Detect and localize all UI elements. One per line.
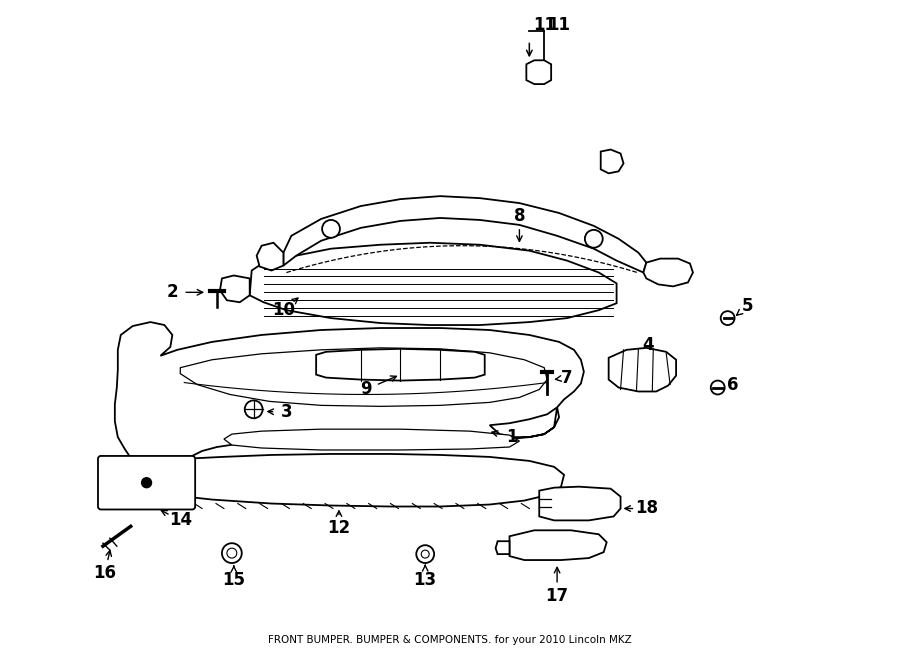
Polygon shape: [130, 454, 564, 506]
Text: 4: 4: [643, 336, 654, 354]
Circle shape: [721, 311, 734, 325]
Text: 12: 12: [328, 520, 350, 537]
Text: 16: 16: [94, 564, 116, 582]
Polygon shape: [608, 348, 676, 391]
Circle shape: [322, 220, 340, 238]
Polygon shape: [600, 149, 624, 173]
Circle shape: [417, 545, 434, 563]
Text: 15: 15: [222, 571, 246, 589]
Text: FRONT BUMPER. BUMPER & COMPONENTS. for your 2010 Lincoln MKZ: FRONT BUMPER. BUMPER & COMPONENTS. for y…: [268, 635, 632, 645]
Circle shape: [141, 478, 151, 488]
Text: 13: 13: [414, 571, 436, 589]
Polygon shape: [496, 541, 509, 554]
Text: 18: 18: [634, 500, 658, 518]
Text: 1: 1: [506, 428, 518, 446]
Polygon shape: [509, 530, 607, 560]
FancyBboxPatch shape: [98, 456, 195, 510]
Circle shape: [585, 230, 603, 248]
Polygon shape: [220, 276, 249, 302]
Text: 11: 11: [533, 16, 555, 34]
Text: 7: 7: [562, 369, 572, 387]
Text: 3: 3: [281, 403, 292, 421]
Polygon shape: [249, 243, 616, 325]
Circle shape: [711, 381, 724, 395]
Text: 10: 10: [272, 301, 295, 319]
Polygon shape: [115, 322, 584, 498]
Polygon shape: [284, 196, 646, 272]
Text: 2: 2: [166, 284, 178, 301]
Text: 6: 6: [727, 375, 738, 393]
Polygon shape: [256, 243, 284, 270]
Text: 14: 14: [168, 512, 192, 529]
Circle shape: [421, 550, 429, 558]
Polygon shape: [316, 349, 485, 381]
Circle shape: [245, 401, 263, 418]
Text: 5: 5: [742, 297, 753, 315]
Circle shape: [222, 543, 242, 563]
Circle shape: [227, 548, 237, 558]
Text: 8: 8: [514, 207, 526, 225]
Polygon shape: [224, 429, 519, 450]
Text: 17: 17: [545, 587, 569, 605]
Text: 9: 9: [360, 381, 372, 399]
Polygon shape: [539, 486, 621, 520]
Polygon shape: [644, 258, 693, 286]
Polygon shape: [180, 348, 547, 407]
Polygon shape: [526, 60, 551, 84]
Text: 11: 11: [547, 16, 571, 34]
